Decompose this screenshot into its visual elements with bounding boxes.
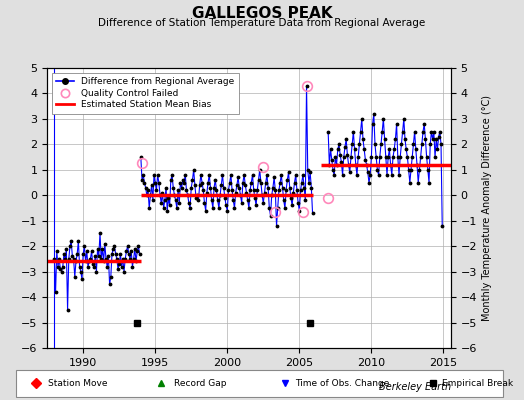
Text: Empirical Break: Empirical Break <box>442 378 513 388</box>
Text: Difference of Station Temperature Data from Regional Average: Difference of Station Temperature Data f… <box>99 18 425 28</box>
Text: GALLEGOS PEAK: GALLEGOS PEAK <box>192 6 332 21</box>
Legend: Difference from Regional Average, Quality Control Failed, Estimated Station Mean: Difference from Regional Average, Qualit… <box>52 72 239 114</box>
Text: Time of Obs. Change: Time of Obs. Change <box>294 378 389 388</box>
Text: Station Move: Station Move <box>48 378 108 388</box>
Text: Berkeley Earth: Berkeley Earth <box>378 382 451 392</box>
FancyBboxPatch shape <box>16 370 504 396</box>
Text: Record Gap: Record Gap <box>174 378 226 388</box>
Y-axis label: Monthly Temperature Anomaly Difference (°C): Monthly Temperature Anomaly Difference (… <box>483 95 493 321</box>
